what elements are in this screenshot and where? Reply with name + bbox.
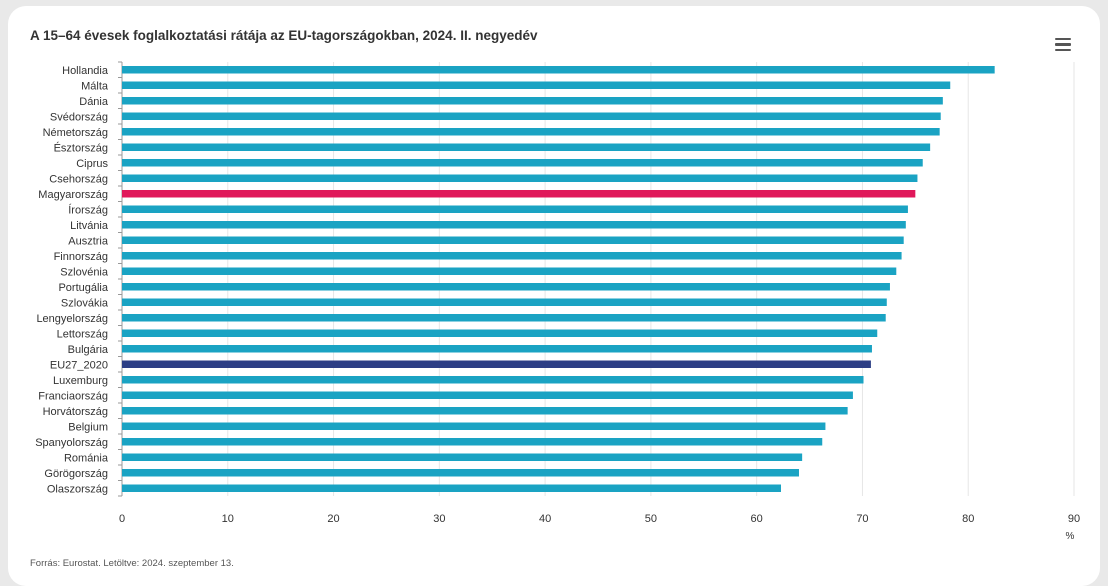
category-label: Belgium <box>68 421 108 433</box>
bar <box>122 252 902 260</box>
bar <box>122 391 853 399</box>
x-tick-label: 20 <box>327 513 339 525</box>
bar <box>122 407 848 415</box>
category-label: Luxemburg <box>53 375 108 387</box>
bar <box>122 236 904 244</box>
bar <box>122 438 823 446</box>
category-label: Románia <box>64 452 109 464</box>
category-label: Magyarország <box>38 189 108 201</box>
x-unit-label: % <box>1066 531 1075 542</box>
chart-title: A 15–64 évesek foglalkoztatási rátája az… <box>30 28 538 43</box>
bar <box>122 66 995 74</box>
bar <box>122 81 951 89</box>
category-label: Horvátország <box>43 406 108 418</box>
bar <box>122 190 916 198</box>
category-label: Ciprus <box>76 158 108 170</box>
bar <box>122 143 931 151</box>
category-label: Lettország <box>57 328 108 340</box>
x-tick-label: 90 <box>1068 513 1080 525</box>
category-label: Észtország <box>54 141 108 154</box>
category-label: Hollandia <box>62 65 109 77</box>
bar <box>122 345 872 353</box>
bar <box>122 422 826 430</box>
category-label: Írország <box>68 203 108 216</box>
category-label: Csehország <box>49 173 108 185</box>
bar <box>122 283 890 291</box>
category-label: EU27_2020 <box>50 359 108 371</box>
x-tick-label: 30 <box>433 513 445 525</box>
x-tick-label: 80 <box>962 513 974 525</box>
bar <box>122 360 871 368</box>
bar <box>122 174 918 182</box>
category-label: Svédország <box>50 111 108 123</box>
category-label: Bulgária <box>68 344 109 356</box>
category-label: Szlovákia <box>61 297 109 309</box>
category-label: Dánia <box>79 96 109 108</box>
bar <box>122 469 799 477</box>
category-label: Ausztria <box>68 235 109 247</box>
x-tick-label: 0 <box>119 513 125 525</box>
category-label: Litvánia <box>70 220 109 232</box>
bar <box>122 453 803 461</box>
bar <box>122 484 781 492</box>
x-tick-label: 50 <box>645 513 657 525</box>
bar <box>122 376 864 384</box>
x-tick-label: 40 <box>539 513 551 525</box>
category-label: Szlovénia <box>60 266 109 278</box>
bar <box>122 298 887 306</box>
category-label: Portugália <box>58 282 108 294</box>
x-tick-label: 10 <box>222 513 234 525</box>
category-label: Görögország <box>44 468 108 480</box>
bar <box>122 97 943 105</box>
category-label: Németország <box>43 127 108 139</box>
category-label: Lengyelország <box>36 313 108 325</box>
category-label: Olaszország <box>47 483 108 495</box>
hamburger-menu-icon[interactable] <box>1055 38 1071 52</box>
category-label: Franciaország <box>38 390 108 402</box>
bar <box>122 267 897 275</box>
x-tick-label: 60 <box>751 513 763 525</box>
bar <box>122 128 940 136</box>
category-label: Málta <box>81 80 109 92</box>
bar <box>122 205 908 213</box>
bar <box>122 159 923 167</box>
bar <box>122 221 906 229</box>
x-tick-label: 70 <box>856 513 868 525</box>
category-label: Spanyolország <box>35 437 108 449</box>
source-note: Forrás: Eurostat. Letöltve: 2024. szepte… <box>30 558 234 569</box>
bar-chart: Hollandia Málta Dánia Svédország Németország… <box>35 61 1080 542</box>
bar <box>122 314 886 322</box>
bar <box>122 112 941 120</box>
bar <box>122 329 878 337</box>
category-label: Finnország <box>54 251 108 263</box>
